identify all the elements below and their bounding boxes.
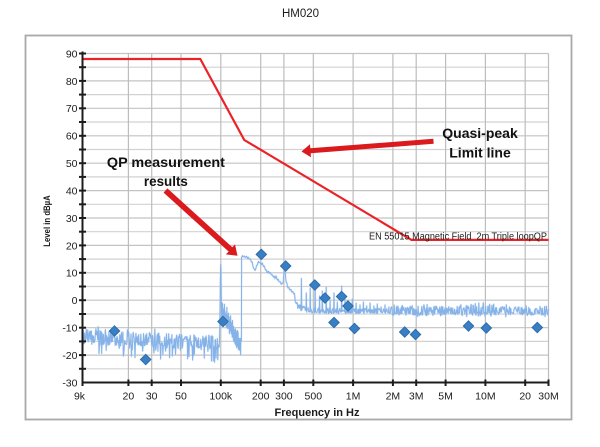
svg-text:500: 500 — [305, 391, 323, 403]
svg-text:-10: -10 — [62, 323, 77, 335]
svg-text:40: 40 — [66, 186, 78, 198]
svg-text:30: 30 — [66, 213, 78, 225]
svg-text:100k: 100k — [209, 391, 233, 403]
svg-text:60: 60 — [66, 131, 78, 143]
svg-text:HM020: HM020 — [282, 8, 319, 20]
svg-text:Limit line: Limit line — [449, 144, 511, 160]
svg-text:30M: 30M — [538, 391, 558, 403]
svg-text:-20: -20 — [62, 350, 77, 362]
svg-text:30: 30 — [146, 391, 158, 403]
svg-text:QP measurement: QP measurement — [107, 154, 225, 170]
svg-text:70: 70 — [66, 103, 78, 115]
svg-text:results: results — [144, 173, 188, 189]
svg-text:20: 20 — [66, 240, 78, 252]
svg-text:2M: 2M — [386, 391, 401, 403]
svg-text:50: 50 — [66, 158, 78, 170]
svg-text:20: 20 — [123, 391, 135, 403]
svg-text:-30: -30 — [62, 377, 77, 389]
svg-text:80: 80 — [66, 76, 78, 88]
svg-text:200: 200 — [252, 391, 270, 403]
svg-text:10: 10 — [66, 268, 78, 280]
svg-text:Quasi-peak: Quasi-peak — [442, 125, 518, 141]
svg-text:9k: 9k — [74, 391, 86, 403]
svg-text:20: 20 — [519, 391, 531, 403]
svg-text:10M: 10M — [475, 391, 495, 403]
svg-text:90: 90 — [66, 48, 78, 60]
svg-text:1M: 1M — [346, 391, 361, 403]
svg-text:50: 50 — [175, 391, 187, 403]
svg-text:5M: 5M — [438, 391, 453, 403]
svg-text:Level in dBµA: Level in dBµA — [42, 195, 52, 247]
svg-text:Frequency in Hz: Frequency in Hz — [275, 407, 360, 419]
svg-text:EN 55015 Magnetic Field 2m Tr: EN 55015 Magnetic Field 2m Triple loopQP — [369, 231, 547, 242]
svg-text:3M: 3M — [409, 391, 424, 403]
svg-text:0: 0 — [72, 295, 78, 307]
svg-text:300: 300 — [275, 391, 293, 403]
